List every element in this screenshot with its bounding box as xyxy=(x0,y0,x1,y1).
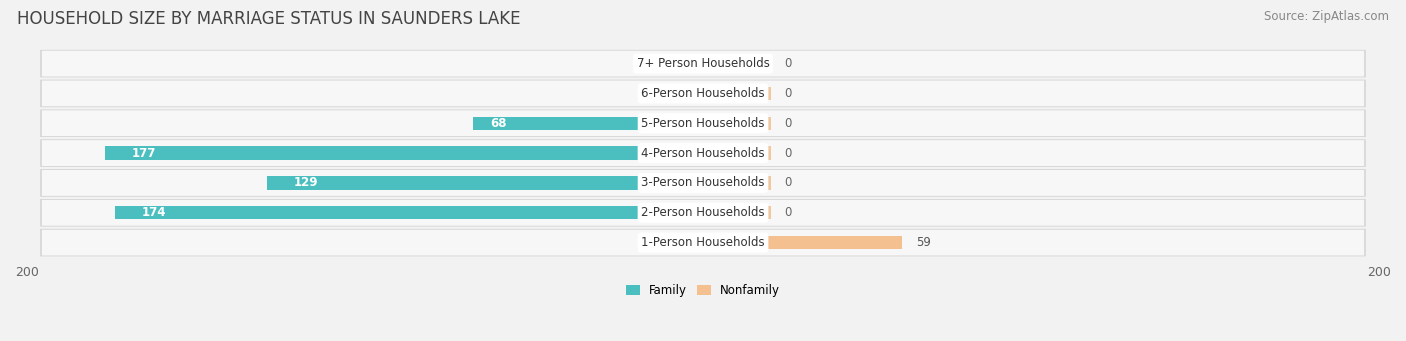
FancyBboxPatch shape xyxy=(42,110,1364,136)
Text: 2-Person Households: 2-Person Households xyxy=(641,206,765,219)
Text: 0: 0 xyxy=(785,206,792,219)
Text: 4-Person Households: 4-Person Households xyxy=(641,147,765,160)
FancyBboxPatch shape xyxy=(41,80,1365,107)
Text: 0: 0 xyxy=(682,57,689,70)
Text: 0: 0 xyxy=(785,117,792,130)
Text: 0: 0 xyxy=(785,57,792,70)
FancyBboxPatch shape xyxy=(41,109,1365,137)
Text: 0: 0 xyxy=(785,87,792,100)
Text: 7+ Person Households: 7+ Person Households xyxy=(637,57,769,70)
Bar xyxy=(474,117,703,130)
Bar xyxy=(267,176,703,190)
FancyBboxPatch shape xyxy=(41,169,1365,197)
Bar xyxy=(703,206,770,220)
FancyBboxPatch shape xyxy=(41,229,1365,256)
Text: 174: 174 xyxy=(142,206,166,219)
Text: 129: 129 xyxy=(294,176,319,190)
Text: 1-Person Households: 1-Person Households xyxy=(641,236,765,249)
Legend: Family, Nonfamily: Family, Nonfamily xyxy=(621,279,785,302)
FancyBboxPatch shape xyxy=(41,199,1365,226)
FancyBboxPatch shape xyxy=(42,80,1364,106)
FancyBboxPatch shape xyxy=(41,139,1365,167)
Text: 0: 0 xyxy=(785,176,792,190)
Text: 6-Person Households: 6-Person Households xyxy=(641,87,765,100)
Text: 0: 0 xyxy=(682,87,689,100)
Text: HOUSEHOLD SIZE BY MARRIAGE STATUS IN SAUNDERS LAKE: HOUSEHOLD SIZE BY MARRIAGE STATUS IN SAU… xyxy=(17,10,520,28)
Text: 0: 0 xyxy=(785,147,792,160)
Bar xyxy=(115,206,703,220)
Bar xyxy=(703,176,770,190)
Text: 3-Person Households: 3-Person Households xyxy=(641,176,765,190)
Bar xyxy=(703,236,903,249)
Bar xyxy=(703,146,770,160)
Bar xyxy=(703,57,770,70)
FancyBboxPatch shape xyxy=(42,229,1364,255)
Bar xyxy=(703,87,770,100)
Text: 0: 0 xyxy=(682,236,689,249)
Text: 177: 177 xyxy=(132,147,156,160)
FancyBboxPatch shape xyxy=(42,200,1364,226)
Text: 68: 68 xyxy=(491,117,506,130)
Text: 59: 59 xyxy=(915,236,931,249)
FancyBboxPatch shape xyxy=(42,140,1364,166)
FancyBboxPatch shape xyxy=(42,50,1364,77)
Text: 5-Person Households: 5-Person Households xyxy=(641,117,765,130)
FancyBboxPatch shape xyxy=(41,50,1365,77)
Bar xyxy=(703,117,770,130)
Bar xyxy=(104,146,703,160)
FancyBboxPatch shape xyxy=(42,170,1364,196)
Text: Source: ZipAtlas.com: Source: ZipAtlas.com xyxy=(1264,10,1389,23)
